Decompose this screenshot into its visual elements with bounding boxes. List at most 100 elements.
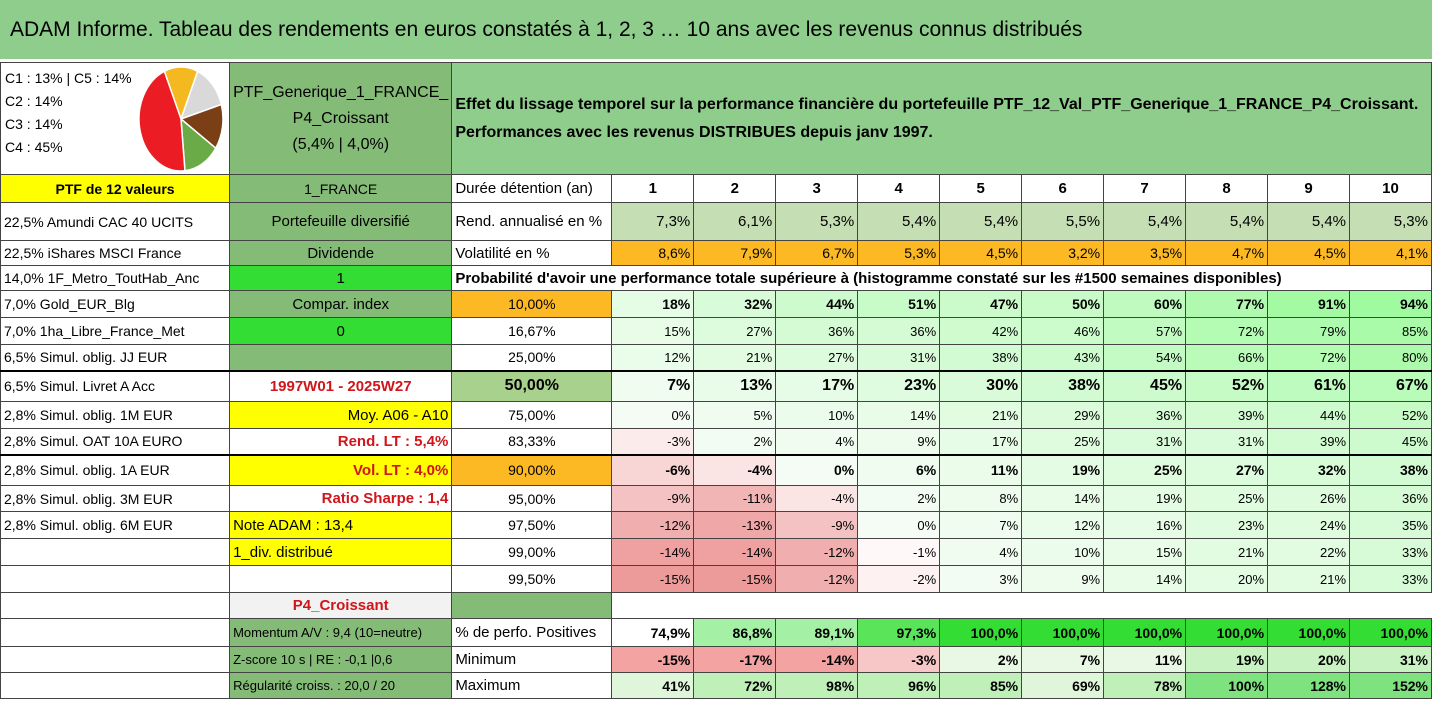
positives-value: 100,0%: [1349, 618, 1432, 647]
proba-value: 14%: [1021, 485, 1105, 512]
proba-value: 9%: [1021, 565, 1105, 593]
proba-value: 60%: [1103, 290, 1187, 318]
proba-value: 47%: [939, 290, 1023, 318]
pie-legend-item: C4 : 45%: [5, 139, 63, 155]
minimum-value: 7%: [1021, 646, 1105, 673]
pie-slice: [138, 70, 186, 172]
maximum-value: 41%: [611, 672, 695, 699]
year-header: 7: [1103, 174, 1187, 203]
positives-label: % de perfo. Positives: [451, 618, 613, 647]
table-row: 22,5% iShares MSCI France Dividende Volati…: [0, 240, 1432, 266]
holding-item: 6,5% Simul. oblig. JJ EUR: [0, 344, 231, 371]
proba-value: 94%: [1349, 290, 1432, 318]
pie-legend: C1 : 13% | C5 : 14% C2 : 14% C3 : 14% C4…: [5, 67, 132, 159]
proba-value: 17%: [939, 428, 1023, 455]
table-row: 1_div. distribué 99,00% -14% -14% -12% -1% 4% 1…: [0, 538, 1432, 566]
positives-value: 97,3%: [857, 618, 941, 647]
proba-value: 13%: [693, 370, 777, 402]
empty-cell: [1186, 593, 1268, 619]
table-row: 99,50% -15% -15% -12% -2% 3% 9% 14% 20% 21% 33%: [0, 565, 1432, 593]
vol-value: 3,2%: [1021, 240, 1105, 266]
threshold-value: 99,50%: [451, 565, 613, 593]
proba-value: 23%: [1185, 511, 1269, 539]
holding-item: 2,8% Simul. oblig. 1M EUR: [0, 401, 231, 429]
minimum-value: 2%: [939, 646, 1023, 673]
proba-value: 21%: [939, 401, 1023, 429]
diversified-cell: Portefeuille diversifié: [229, 202, 453, 241]
threshold-value: 95,00%: [451, 485, 613, 512]
proba-value: 36%: [857, 317, 941, 345]
moy-cell: Moy. A06 - A10: [229, 401, 453, 429]
zscore-cell: Z-score 10 s | RE : -0,1 |0,6: [229, 646, 453, 673]
proba-value: 15%: [611, 317, 695, 345]
proba-value: 20%: [1185, 565, 1269, 593]
proba-value: 33%: [1349, 565, 1432, 593]
rend-lt-cell: Rend. LT : 5,4%: [229, 428, 453, 455]
positives-value: 100,0%: [1267, 618, 1351, 647]
period-cell: 1997W01 - 2025W27: [229, 370, 453, 402]
minimum-value: 20%: [1267, 646, 1351, 673]
proba-value: 29%: [1021, 401, 1105, 429]
val1-cell: 1: [229, 265, 453, 291]
profile-bar-cell: [451, 592, 613, 619]
proba-value: 9%: [857, 428, 941, 455]
proba-value: 51%: [857, 290, 941, 318]
positives-value: 89,1%: [775, 618, 859, 647]
empty-side-cell: [229, 565, 453, 593]
pie-cell: C1 : 13% | C5 : 14% C2 : 14% C3 : 14% C4…: [0, 62, 231, 175]
proba-value: 43%: [1021, 344, 1105, 371]
proba-value: 2%: [693, 428, 777, 455]
proba-value: 22%: [1267, 538, 1351, 566]
note-cell: Note ADAM : 13,4: [229, 511, 453, 539]
minimum-value: 31%: [1349, 646, 1432, 673]
proba-value: 12%: [611, 344, 695, 371]
year-header: 5: [939, 174, 1023, 203]
proba-value: 6%: [857, 454, 941, 486]
maximum-value: 69%: [1021, 672, 1105, 699]
threshold-value: 10,00%: [451, 290, 613, 318]
table-row: 2,8% Simul. OAT 10A EURO Rend. LT : 5,4% 8…: [0, 428, 1432, 455]
proba-value: 45%: [1349, 428, 1432, 455]
description-cell: Effet du lissage temporel sur la perform…: [451, 62, 1432, 175]
holding-item: 2,8% Simul. oblig. 3M EUR: [0, 485, 231, 512]
vol-value: 4,5%: [939, 240, 1023, 266]
compar-cell: Compar. index: [229, 290, 453, 318]
maximum-value: 72%: [693, 672, 777, 699]
portfolio-name-line1: PTF_Generique_1_FRANCE_: [233, 83, 449, 101]
proba-value: -4%: [775, 485, 859, 512]
year-header: 9: [1267, 174, 1351, 203]
holding-item: 22,5% Amundi CAC 40 UCITS: [0, 202, 231, 241]
holding-item: [0, 565, 231, 593]
proba-label: Probabilité d'avoir une performance tota…: [451, 265, 1350, 291]
proba-value: -15%: [611, 565, 695, 593]
positives-value: 100,0%: [939, 618, 1023, 647]
proba-value: -12%: [611, 511, 695, 539]
empty-cell: [1022, 593, 1104, 619]
table-row: 14,0% 1F_Metro_ToutHab_Anc 1 Probabilité d…: [0, 265, 1432, 291]
proba-value: 4%: [939, 538, 1023, 566]
proba-value: 14%: [857, 401, 941, 429]
rend-value: 5,3%: [775, 202, 859, 241]
empty-cell: [0, 672, 231, 699]
proba-value: 2%: [857, 485, 941, 512]
threshold-value: 25,00%: [451, 344, 613, 371]
vol-value: 4,1%: [1349, 240, 1432, 266]
proba-value: 14%: [1103, 565, 1187, 593]
vol-lt-cell: Vol. LT : 4,0%: [229, 454, 453, 486]
proba-value: 44%: [1267, 401, 1351, 429]
proba-value: 30%: [939, 370, 1023, 402]
proba-value: 42%: [939, 317, 1023, 345]
positives-value: 100,0%: [1103, 618, 1187, 647]
description-line1: Effet du lissage temporel sur la perform…: [455, 95, 1419, 113]
holding-item: 22,5% iShares MSCI France: [0, 240, 231, 266]
minimum-value: 11%: [1103, 646, 1187, 673]
proba-value: 10%: [1021, 538, 1105, 566]
dividend-cell: Dividende: [229, 240, 453, 266]
year-header: 10: [1349, 174, 1432, 203]
table-row: P4_Croissant: [0, 592, 1432, 619]
minimum-value: -15%: [611, 646, 695, 673]
proba-value: 11%: [939, 454, 1023, 486]
proba-value: 21%: [693, 344, 777, 371]
proba-value: 25%: [1103, 454, 1187, 486]
table-row: 6,5% Simul. Livret A Acc 1997W01 - 2025W2…: [0, 370, 1432, 402]
